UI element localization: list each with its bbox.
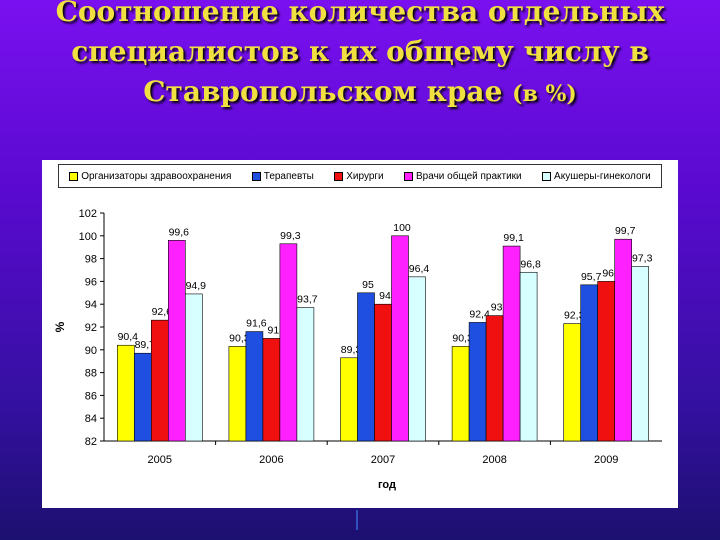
- data-label: 94: [379, 290, 391, 302]
- y-tick-label: 94: [85, 299, 97, 311]
- data-label: 90,3: [452, 332, 473, 344]
- legend-label: Акушеры-гинекологи: [554, 170, 651, 182]
- data-label: 89,3: [341, 344, 362, 356]
- data-label: 99,3: [280, 230, 301, 242]
- data-label: 92,4: [469, 308, 490, 320]
- bar: [580, 284, 599, 442]
- x-axis-label: год: [378, 479, 396, 491]
- x-tick-label: 2005: [148, 454, 172, 466]
- bar: [245, 331, 264, 442]
- data-label: 89,7: [135, 339, 156, 351]
- legend-item: Хирурги: [334, 170, 384, 182]
- y-axis-label: %: [53, 321, 67, 332]
- bar: [485, 315, 504, 442]
- y-tick-label: 100: [79, 231, 97, 243]
- bar: [296, 307, 315, 442]
- y-tick-label: 92: [85, 322, 97, 334]
- bar: [151, 319, 169, 442]
- bar: [468, 322, 487, 442]
- bar: [391, 235, 409, 442]
- legend-item: Врачи общей практики: [404, 171, 522, 182]
- y-tick-label: 102: [79, 208, 97, 220]
- legend-swatch: [251, 171, 261, 181]
- data-label: 96,8: [520, 258, 541, 270]
- bar: [614, 238, 633, 442]
- data-label: 96: [602, 267, 614, 279]
- bar: [374, 303, 392, 442]
- legend-label: Терапевты: [263, 170, 314, 182]
- bar: [279, 243, 298, 442]
- title-note: (в %): [512, 81, 577, 107]
- bar: [563, 323, 582, 442]
- title-main: Соотношение количества отдельных специал…: [55, 0, 665, 108]
- bar: [117, 344, 135, 442]
- data-label: 90,3: [229, 332, 250, 344]
- bar: [451, 346, 470, 442]
- data-label: 90,4: [118, 331, 139, 343]
- data-label: 91,6: [246, 318, 267, 330]
- data-label: 93: [491, 302, 503, 314]
- legend-swatch: [334, 171, 344, 181]
- bar: [357, 292, 375, 442]
- data-label: 91: [268, 324, 280, 336]
- bar: [340, 357, 358, 442]
- legend-swatch: [404, 171, 414, 181]
- data-label: 99,7: [615, 225, 636, 237]
- bar: [228, 346, 247, 442]
- y-tick-label: 88: [85, 368, 97, 380]
- legend-item: Терапевты: [251, 170, 314, 182]
- legend-swatch: [69, 171, 79, 181]
- y-tick-label: 96: [85, 276, 97, 288]
- bar: [631, 266, 650, 442]
- legend-label: Организаторы здравоохранения: [81, 170, 232, 182]
- y-tick-label: 82: [85, 436, 97, 448]
- data-label: 100: [393, 222, 411, 234]
- bar: [597, 281, 616, 442]
- bar-chart: 82 84 86 88 90 92 94 96 98 100 102% год 2005 90,489,7…: [53, 208, 662, 491]
- data-label: 96,4: [409, 263, 430, 275]
- data-label: 99,1: [503, 232, 524, 244]
- y-tick-label: 86: [85, 390, 97, 402]
- bar: [168, 240, 186, 442]
- chart-panel: Организаторы здравоохранения Терапевты Хир…: [42, 160, 678, 508]
- bar: [185, 293, 203, 442]
- slide-title: Соотношение количества отдельных специал…: [0, 0, 720, 114]
- data-label: 95,7: [581, 271, 602, 283]
- data-label: 93,7: [297, 294, 318, 306]
- data-label: 94,9: [186, 280, 207, 292]
- legend-label: Врачи общей практики: [416, 170, 522, 182]
- data-label: 92,3: [564, 310, 585, 322]
- bar: [519, 271, 538, 442]
- bar: [134, 352, 152, 442]
- legend-item: Акушеры-гинекологи: [542, 171, 651, 182]
- x-tick-label: 2006: [259, 454, 283, 466]
- y-tick-label: 84: [85, 413, 97, 425]
- data-label: 95: [362, 279, 374, 291]
- bar: [262, 338, 281, 442]
- chart-legend: Организаторы здравоохранения Терапевты Хир…: [58, 164, 662, 188]
- data-label: 92,6: [152, 306, 173, 318]
- y-tick-label: 98: [85, 254, 97, 266]
- legend-label: Хирурги: [346, 170, 384, 182]
- y-tick-label: 90: [85, 345, 97, 357]
- data-label: 97,3: [632, 253, 653, 265]
- legend-item: Организаторы здравоохранения: [69, 171, 231, 182]
- bar: [408, 276, 426, 442]
- x-tick-label: 2007: [371, 454, 395, 466]
- legend-swatch: [542, 171, 552, 181]
- bar: [502, 245, 521, 442]
- x-tick-label: 2009: [594, 454, 618, 466]
- x-tick-label: 2008: [482, 454, 506, 466]
- data-label: 99,6: [169, 226, 190, 238]
- decorative-line: [356, 510, 358, 530]
